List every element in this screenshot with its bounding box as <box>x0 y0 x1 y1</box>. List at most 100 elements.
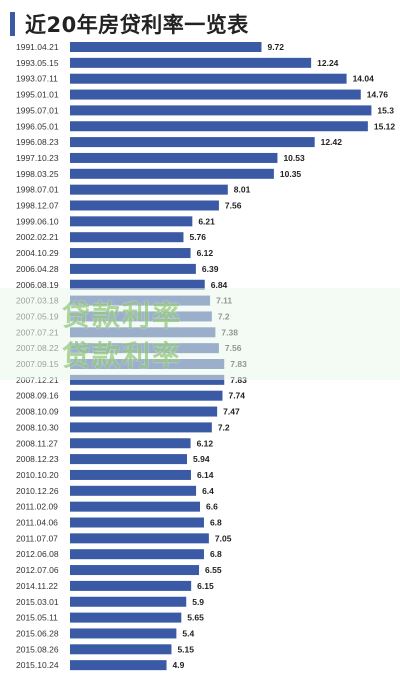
category-label: 2008.10.09 <box>16 407 59 417</box>
bar <box>70 469 191 480</box>
bar <box>70 105 372 116</box>
bar <box>70 343 219 354</box>
bar <box>70 485 197 496</box>
bar <box>70 184 228 195</box>
value-label: 4.9 <box>173 660 185 670</box>
value-label: 6.6 <box>206 502 218 512</box>
bar <box>70 454 188 465</box>
category-label: 2010.10.20 <box>16 470 59 480</box>
chart-title-bar: 近20年房贷利率一览表 <box>10 10 249 38</box>
bar <box>70 121 368 132</box>
category-label: 2008.11.27 <box>16 438 58 448</box>
value-label: 6.8 <box>210 549 222 559</box>
value-label: 6.15 <box>197 581 214 591</box>
category-label: 2008.12.23 <box>16 454 59 464</box>
value-label: 5.4 <box>182 628 194 638</box>
bar <box>70 501 201 512</box>
value-label: 5.15 <box>177 644 194 654</box>
bar <box>70 517 204 528</box>
value-label: 7.56 <box>225 343 242 353</box>
bar <box>70 311 212 322</box>
bar <box>70 580 192 591</box>
category-label: 2007.12.21 <box>16 375 59 385</box>
category-label: 2002.02.21 <box>16 232 59 242</box>
category-label: 1998.07.01 <box>16 185 59 195</box>
category-label: 1995.07.01 <box>16 105 59 115</box>
value-label: 15.12 <box>374 121 396 131</box>
category-label: 2004.10.29 <box>16 248 59 258</box>
category-label: 1993.07.11 <box>16 74 58 84</box>
category-label: 2008.09.16 <box>16 391 59 401</box>
bar <box>70 248 191 259</box>
category-label: 2007.08.22 <box>16 343 59 353</box>
value-label: 14.04 <box>353 74 375 84</box>
category-label: 2006.08.19 <box>16 280 59 290</box>
category-label: 2007.07.21 <box>16 327 59 337</box>
category-label: 2007.09.15 <box>16 359 59 369</box>
bar <box>70 549 204 560</box>
category-label: 1996.05.01 <box>16 121 59 131</box>
category-label: 1998.03.25 <box>16 169 59 179</box>
category-label: 2015.03.01 <box>16 597 59 607</box>
category-label: 2008.10.30 <box>16 422 59 432</box>
value-label: 10.35 <box>280 169 302 179</box>
category-label: 2010.12.26 <box>16 486 59 496</box>
value-label: 7.05 <box>215 533 232 543</box>
title-accent-bar <box>10 12 15 36</box>
category-label: 1997.10.23 <box>16 153 59 163</box>
value-label: 6.14 <box>197 470 214 480</box>
category-label: 2015.05.11 <box>16 613 58 623</box>
value-label: 6.12 <box>197 438 214 448</box>
category-label: 2011.04.06 <box>16 518 58 528</box>
value-label: 6.55 <box>205 565 222 575</box>
value-label: 5.94 <box>193 454 210 464</box>
value-label: 7.38 <box>221 327 238 337</box>
category-label: 1993.05.15 <box>16 58 59 68</box>
value-label: 6.84 <box>211 280 228 290</box>
category-label: 2012.06.08 <box>16 549 59 559</box>
bar <box>70 612 182 623</box>
value-label: 7.56 <box>225 201 242 211</box>
bar <box>70 73 347 84</box>
bar <box>70 359 225 369</box>
category-label: 2015.06.28 <box>16 628 59 638</box>
category-label: 1999.06.10 <box>16 216 59 226</box>
value-label: 6.21 <box>198 216 215 226</box>
value-label: 7.47 <box>223 407 240 417</box>
category-label: 2015.08.26 <box>16 644 59 654</box>
category-label: 2006.04.28 <box>16 264 59 274</box>
value-label: 7.2 <box>218 311 230 321</box>
value-label: 7.74 <box>228 391 245 401</box>
category-label: 1995.01.01 <box>16 90 59 100</box>
category-label: 2011.07.07 <box>16 533 58 543</box>
value-label: 5.65 <box>187 613 204 623</box>
value-label: 6.4 <box>202 486 214 496</box>
value-label: 7.2 <box>218 422 230 432</box>
bar <box>70 438 191 449</box>
bar <box>70 152 278 163</box>
bar <box>70 200 219 211</box>
bar <box>70 295 211 306</box>
bar <box>70 137 315 148</box>
chart-title: 近20年房贷利率一览表 <box>25 13 249 37</box>
bar <box>70 279 205 290</box>
bar <box>70 42 262 52</box>
category-label: 2015.10.24 <box>16 660 59 670</box>
bar <box>70 406 218 417</box>
value-label: 6.39 <box>202 264 219 274</box>
bar <box>70 390 223 401</box>
category-label: 2012.07.06 <box>16 565 59 575</box>
category-label: 2007.05.19 <box>16 311 59 321</box>
bar <box>70 216 193 227</box>
category-label: 1991.04.21 <box>16 42 59 52</box>
bar <box>70 168 274 179</box>
category-label: 2014.11.22 <box>16 581 58 591</box>
value-label: 10.53 <box>283 153 305 163</box>
bar <box>70 565 200 576</box>
value-label: 5.76 <box>189 232 206 242</box>
category-label: 2007.03.18 <box>16 296 59 306</box>
bar <box>70 89 361 100</box>
value-label: 12.24 <box>317 58 339 68</box>
bar <box>70 628 177 639</box>
